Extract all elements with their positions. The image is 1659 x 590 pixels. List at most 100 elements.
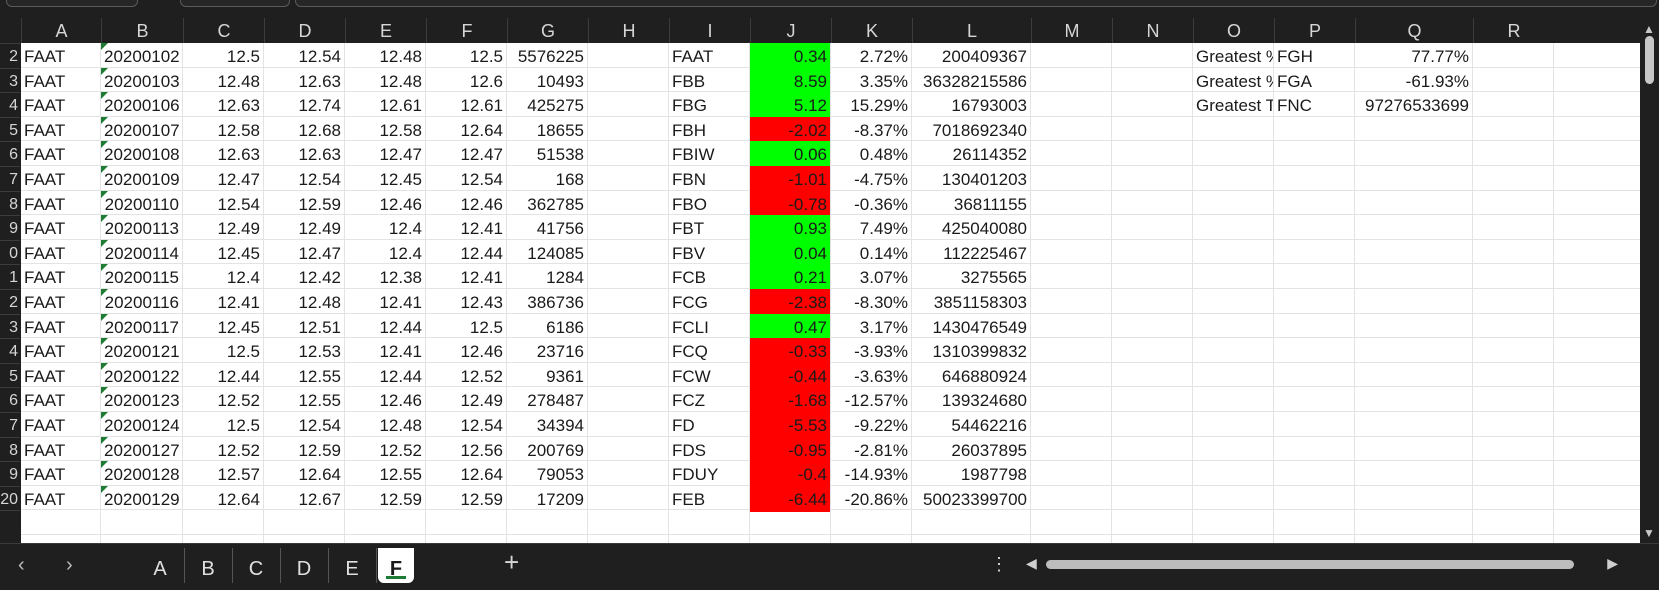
total-volume-cell[interactable]: 54462216 — [951, 416, 1027, 435]
summary-ticker-cell[interactable]: FBIW — [672, 145, 715, 165]
row-header[interactable]: 6 — [0, 387, 20, 413]
column-header-b[interactable]: B — [101, 18, 183, 43]
row-header[interactable]: 2 — [0, 289, 20, 315]
open-cell[interactable]: 12.47 — [217, 170, 260, 189]
open-cell[interactable]: 12.45 — [217, 317, 260, 337]
low-cell[interactable]: 12.48 — [379, 416, 422, 435]
ticker-cell[interactable]: FAAT — [24, 47, 66, 66]
low-cell[interactable]: 12.38 — [379, 268, 422, 288]
yearly-change-cell[interactable]: 0.93 — [750, 215, 830, 242]
sheet-tab-a[interactable]: A — [136, 548, 185, 583]
volume-cell[interactable]: 386736 — [527, 293, 584, 312]
open-cell[interactable]: 12.58 — [217, 120, 260, 140]
yearly-change-cell[interactable]: 0.34 — [750, 43, 830, 69]
sheet-tab-e[interactable]: E — [328, 548, 377, 583]
ticker-cell[interactable]: FAAT — [24, 194, 66, 214]
total-volume-cell[interactable]: 16793003 — [951, 96, 1027, 116]
volume-cell[interactable]: 9361 — [546, 366, 584, 386]
percent-change-cell[interactable]: 0.48% — [859, 145, 908, 165]
summary-ticker-cell[interactable]: FBN — [672, 170, 706, 189]
total-volume-cell[interactable]: 36811155 — [953, 194, 1027, 214]
low-cell[interactable]: 12.55 — [379, 465, 422, 485]
yearly-change-cell[interactable]: 0.47 — [750, 313, 830, 340]
greatest-label-cell[interactable]: Greatest % — [1196, 47, 1273, 66]
more-options-icon[interactable]: ⋮ — [990, 554, 1008, 574]
total-volume-cell[interactable]: 26037895 — [951, 440, 1027, 460]
high-cell[interactable]: 12.64 — [298, 465, 341, 485]
scroll-down-icon[interactable]: ▼ — [1643, 526, 1655, 540]
volume-cell[interactable]: 168 — [555, 170, 584, 189]
open-cell[interactable]: 12.49 — [217, 219, 260, 239]
row-header[interactable]: 1 — [0, 264, 20, 290]
yearly-change-cell[interactable]: 0.04 — [750, 239, 830, 266]
date-cell[interactable]: 20200124 — [101, 412, 182, 438]
percent-change-cell[interactable]: 0.14% — [859, 243, 908, 263]
summary-ticker-cell[interactable]: FBO — [672, 194, 707, 214]
column-header-j[interactable]: J — [750, 18, 831, 43]
yearly-change-cell[interactable]: -1.01 — [750, 166, 830, 192]
percent-change-cell[interactable]: -0.36% — [854, 194, 908, 214]
summary-ticker-cell[interactable]: FBV — [672, 243, 706, 263]
summary-ticker-cell[interactable]: FBB — [672, 71, 706, 91]
column-header-f[interactable]: F — [426, 18, 507, 43]
high-cell[interactable]: 12.49 — [298, 219, 341, 239]
close-cell[interactable]: 12.41 — [460, 219, 503, 239]
total-volume-cell[interactable]: 646880924 — [941, 366, 1027, 386]
percent-change-cell[interactable]: -3.63% — [854, 366, 908, 386]
column-header-c[interactable]: C — [183, 18, 264, 43]
total-volume-cell[interactable]: 3275565 — [960, 268, 1027, 288]
close-cell[interactable]: 12.47 — [460, 145, 503, 165]
ticker-cell[interactable]: FAAT — [24, 317, 66, 337]
low-cell[interactable]: 12.47 — [379, 145, 422, 165]
open-cell[interactable]: 12.45 — [217, 243, 260, 263]
percent-change-cell[interactable]: 15.29% — [850, 96, 908, 116]
low-cell[interactable]: 12.4 — [388, 219, 422, 239]
percent-change-cell[interactable]: -14.93% — [844, 465, 908, 485]
date-cell[interactable]: 20200103 — [101, 67, 182, 94]
high-cell[interactable]: 12.47 — [298, 243, 341, 263]
volume-cell[interactable]: 79053 — [536, 465, 584, 485]
summary-ticker-cell[interactable]: FCZ — [672, 391, 706, 411]
yearly-change-cell[interactable]: -5.53 — [750, 412, 830, 438]
high-cell[interactable]: 12.59 — [298, 194, 341, 214]
total-volume-cell[interactable]: 7018692340 — [932, 120, 1027, 140]
vertical-scroll-thumb[interactable] — [1645, 36, 1654, 84]
high-cell[interactable]: 12.55 — [298, 366, 341, 386]
volume-cell[interactable]: 51538 — [536, 145, 584, 165]
add-sheet-button[interactable]: + — [504, 547, 520, 577]
percent-change-cell[interactable]: -4.75% — [854, 170, 908, 189]
total-volume-cell[interactable]: 1987798 — [960, 465, 1027, 485]
high-cell[interactable]: 12.55 — [298, 391, 341, 411]
high-cell[interactable]: 12.74 — [298, 96, 341, 116]
worksheet-grid[interactable]: FAAT 20200102 12.5 12.54 12.48 12.5 5576225 FAA… — [21, 43, 1640, 543]
total-volume-cell[interactable]: 139324680 — [941, 391, 1027, 411]
ticker-cell[interactable]: FAAT — [24, 342, 66, 362]
summary-ticker-cell[interactable]: FDUY — [672, 465, 719, 485]
greatest-label-cell[interactable]: Greatest T — [1196, 96, 1273, 116]
date-cell[interactable]: 20200129 — [101, 485, 182, 512]
summary-ticker-cell[interactable]: FD — [672, 416, 695, 435]
low-cell[interactable]: 12.52 — [379, 440, 422, 460]
low-cell[interactable]: 12.41 — [379, 293, 422, 312]
volume-cell[interactable]: 17209 — [536, 489, 584, 509]
column-header-g[interactable]: G — [507, 18, 588, 43]
close-cell[interactable]: 12.54 — [460, 416, 503, 435]
low-cell[interactable]: 12.46 — [379, 194, 422, 214]
summary-ticker-cell[interactable]: FAAT — [672, 47, 714, 66]
open-cell[interactable]: 12.57 — [217, 465, 260, 485]
percent-change-cell[interactable]: -12.57% — [844, 391, 908, 411]
row-header[interactable]: 3 — [0, 67, 20, 94]
date-cell[interactable]: 20200117 — [101, 313, 182, 340]
ticker-cell[interactable]: FAAT — [24, 120, 66, 140]
open-cell[interactable]: 12.52 — [217, 440, 260, 460]
column-header-e[interactable]: E — [345, 18, 426, 43]
open-cell[interactable]: 12.5 — [226, 416, 260, 435]
ticker-cell[interactable]: FAAT — [24, 96, 66, 116]
close-cell[interactable]: 12.56 — [460, 440, 503, 460]
close-cell[interactable]: 12.46 — [460, 194, 503, 214]
close-cell[interactable]: 12.59 — [460, 489, 503, 509]
greatest-value-cell[interactable]: 77.77% — [1411, 47, 1469, 66]
volume-cell[interactable]: 18655 — [536, 120, 584, 140]
open-cell[interactable]: 12.64 — [217, 489, 260, 509]
low-cell[interactable]: 12.4 — [388, 243, 422, 263]
